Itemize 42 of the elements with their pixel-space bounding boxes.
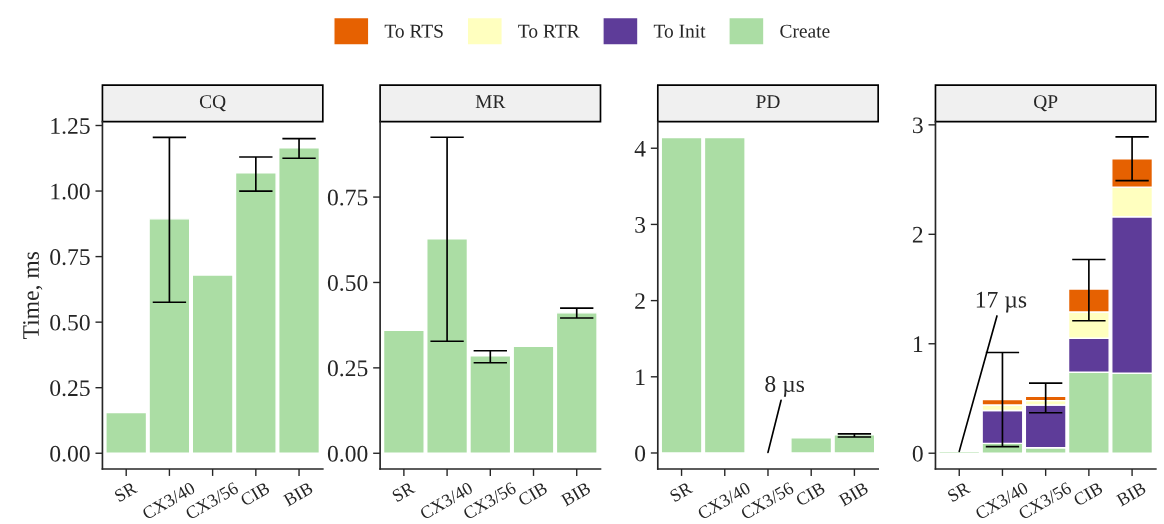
y-tick-label: 0.50 <box>50 314 90 331</box>
x-tick-label: SR <box>946 481 972 503</box>
y-tick-label: 0.25 <box>50 380 90 397</box>
y-tick-label: 3 <box>635 216 646 233</box>
x-tick-label: BIB <box>560 481 592 507</box>
y-axis-title: Time, ms <box>23 251 43 340</box>
x-tick-label: BIB <box>282 481 314 507</box>
chart-title: QP <box>1034 95 1058 112</box>
chart-title: CQ <box>199 95 226 112</box>
x-tick-label: SR <box>113 481 138 503</box>
y-tick-label: 0.00 <box>327 445 368 462</box>
x-tick-label: BIB <box>838 481 869 507</box>
y-tick-label: 2 <box>912 226 923 243</box>
y-tick-label: 1 <box>913 336 923 352</box>
y-tick-label: 0.00 <box>50 445 90 462</box>
annotation: 8 µs <box>765 376 805 397</box>
x-tick-label: SR <box>391 481 416 503</box>
y-tick-label: 1.00 <box>51 183 90 200</box>
legend-label: To RTS <box>384 24 443 38</box>
legend-label: To RTR <box>518 24 580 38</box>
x-tick-label: CIB <box>239 481 271 507</box>
chart-title: PD <box>756 95 780 109</box>
y-tick-label: 1 <box>636 369 645 385</box>
legend-label: To Init <box>653 24 706 38</box>
y-tick-label: 0.50 <box>327 274 368 291</box>
y-tick-label: 0 <box>635 445 646 462</box>
y-tick-label: 0 <box>912 445 923 462</box>
legend-label: Create <box>780 24 830 38</box>
x-tick-label: CIB <box>517 481 549 507</box>
annotation: 17 µs <box>976 291 1027 313</box>
y-tick-label: 2 <box>635 293 645 309</box>
x-tick-label: SR <box>669 481 694 503</box>
x-tick-label: CIB <box>795 481 826 507</box>
y-tick-label: 1.25 <box>51 118 90 135</box>
x-tick-label: BIB <box>1115 481 1147 507</box>
y-tick-label: 0.25 <box>327 360 368 377</box>
y-tick-label: 3 <box>912 117 923 134</box>
chart-title: MR <box>475 95 506 108</box>
y-tick-label: 4 <box>634 140 646 157</box>
y-tick-label: 0.75 <box>327 189 368 206</box>
x-tick-label: CIB <box>1072 481 1104 507</box>
y-tick-label: 0.75 <box>50 249 90 266</box>
